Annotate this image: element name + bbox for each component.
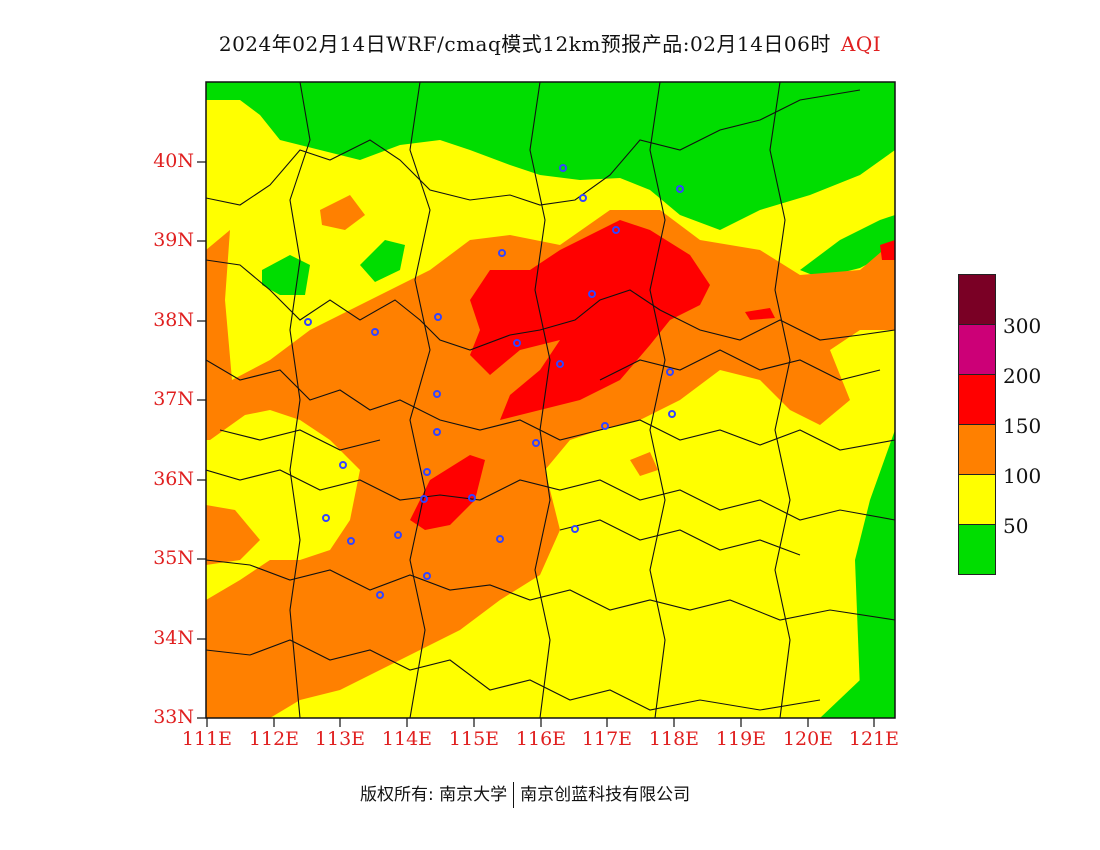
lon-tick-label: 121E — [848, 728, 900, 750]
city-marker — [322, 514, 330, 522]
city-marker — [498, 249, 506, 257]
city-marker — [371, 328, 379, 336]
aqi-excellent-north — [206, 82, 895, 230]
lat-tick-label: 35N — [153, 547, 194, 569]
title-main: 2024年02月14日WRF/cmaq模式12km预报产品:02月14日06时 — [218, 32, 831, 56]
lon-tick-label: 120E — [782, 728, 834, 750]
aqi-lightly-polluted-patch — [320, 195, 365, 230]
city-marker — [612, 226, 620, 234]
legend-swatch-50-100 — [958, 474, 996, 525]
legend-swatch-300-plus — [958, 274, 996, 325]
city-marker — [423, 572, 431, 580]
city-marker — [433, 390, 441, 398]
legend-swatch-150-200 — [958, 374, 996, 425]
city-markers — [304, 164, 684, 599]
aqi-moderately-polluted-edge — [880, 240, 895, 260]
lon-tick-label: 116E — [515, 728, 567, 750]
aqi-excellent-patch-1 — [262, 255, 310, 295]
city-marker — [496, 535, 504, 543]
aqi-moderately-polluted-core — [470, 220, 710, 420]
aqi-excellent-patch-2 — [360, 240, 405, 282]
footer-divider — [513, 782, 515, 808]
lat-tick-label: 40N — [153, 150, 194, 172]
lat-tick-label: 33N — [153, 706, 194, 728]
city-marker — [433, 428, 441, 436]
lat-tick-label: 39N — [153, 229, 194, 251]
city-marker — [339, 461, 347, 469]
lon-tick-label: 111E — [181, 728, 233, 750]
aqi-lightly-polluted-band — [206, 210, 895, 718]
lon-tick-label: 117E — [581, 728, 633, 750]
city-marker — [666, 368, 674, 376]
lat-tick-label: 38N — [153, 309, 194, 331]
axis-ticks — [197, 161, 875, 727]
city-marker — [347, 537, 355, 545]
legend-swatch-100-150 — [958, 424, 996, 475]
legend-label: 200 — [1003, 364, 1042, 388]
city-marker — [601, 422, 609, 430]
city-marker — [668, 410, 676, 418]
legend-label: 150 — [1003, 414, 1042, 438]
legend-swatch-200-300 — [958, 324, 996, 375]
city-marker — [394, 531, 402, 539]
legend-swatch-0-50 — [958, 524, 996, 575]
footer-credit: 版权所有: 南京大学 南京创蓝科技有限公司 — [360, 780, 690, 808]
city-marker — [559, 164, 567, 172]
lat-tick-label: 37N — [153, 388, 194, 410]
legend-label: 300 — [1003, 314, 1042, 338]
aqi-excellent-southeast — [820, 680, 895, 718]
aqi-moderately-polluted-dot — [745, 308, 775, 320]
city-marker — [468, 494, 476, 502]
admin-boundaries — [206, 82, 895, 718]
city-marker — [532, 439, 540, 447]
lon-tick-label: 119E — [715, 728, 767, 750]
city-marker — [588, 290, 596, 298]
copyright-text: 版权所有: 南京大学 — [360, 785, 508, 805]
lat-tick-label: 34N — [153, 627, 194, 649]
lon-tick-label: 114E — [381, 728, 433, 750]
aqi-excellent-east — [855, 430, 895, 718]
aqi-lightly-polluted-west — [206, 505, 260, 565]
city-marker — [376, 591, 384, 599]
city-marker — [571, 525, 579, 533]
lat-tick-label: 36N — [153, 468, 194, 490]
lon-tick-label: 115E — [448, 728, 500, 750]
city-marker — [556, 360, 564, 368]
city-marker — [579, 194, 587, 202]
title-product: AQI — [840, 32, 882, 56]
city-marker — [676, 185, 684, 193]
aqi-lightly-polluted-dot — [630, 452, 658, 476]
aqi-moderately-polluted-south — [410, 455, 485, 530]
company-text: 南京创蓝科技有限公司 — [520, 785, 691, 805]
city-marker — [420, 495, 428, 503]
city-marker — [513, 339, 521, 347]
legend-label: 50 — [1003, 514, 1029, 538]
lon-tick-label: 118E — [648, 728, 700, 750]
lon-tick-label: 112E — [248, 728, 300, 750]
map-title: 2024年02月14日WRF/cmaq模式12km预报产品:02月14日06时 A… — [0, 28, 1100, 57]
city-marker — [434, 313, 442, 321]
city-marker — [304, 318, 312, 326]
city-marker — [423, 468, 431, 476]
legend-label: 100 — [1003, 464, 1042, 488]
aqi-field — [206, 82, 895, 718]
lon-tick-label: 113E — [314, 728, 366, 750]
aqi-excellent-northeast — [800, 215, 895, 278]
